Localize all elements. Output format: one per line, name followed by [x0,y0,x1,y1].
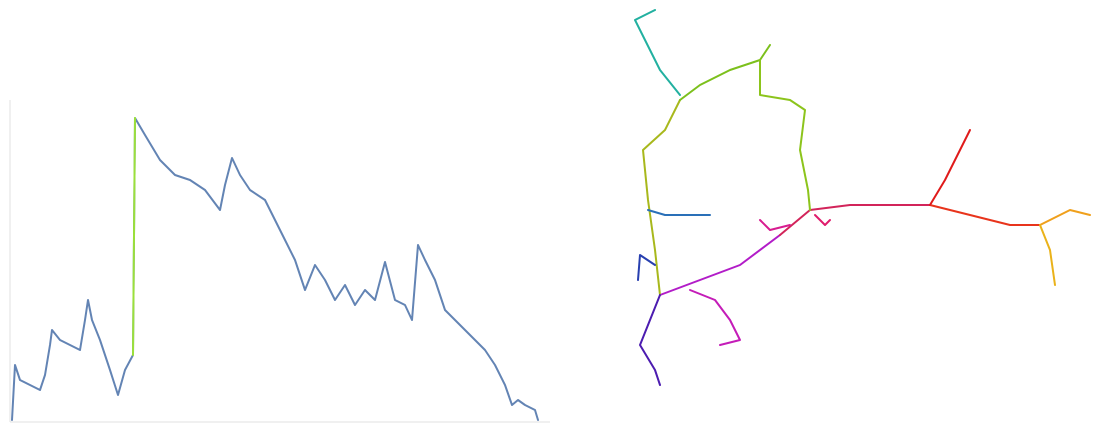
series-line [929,204,1041,226]
series-line [779,204,931,236]
series-line [659,234,781,296]
series-line [679,44,771,101]
series-line [11,117,539,421]
series-line [634,9,681,96]
series-line [689,289,741,346]
series-line [639,294,661,386]
series-line [647,209,711,216]
series-line [929,129,971,206]
series-line [132,117,136,356]
series-line [814,214,831,226]
series-line [759,59,811,211]
series-line [1039,224,1056,286]
series-line [642,99,681,296]
series-line [759,219,791,231]
series-line [1039,209,1091,226]
series-line [637,254,656,281]
